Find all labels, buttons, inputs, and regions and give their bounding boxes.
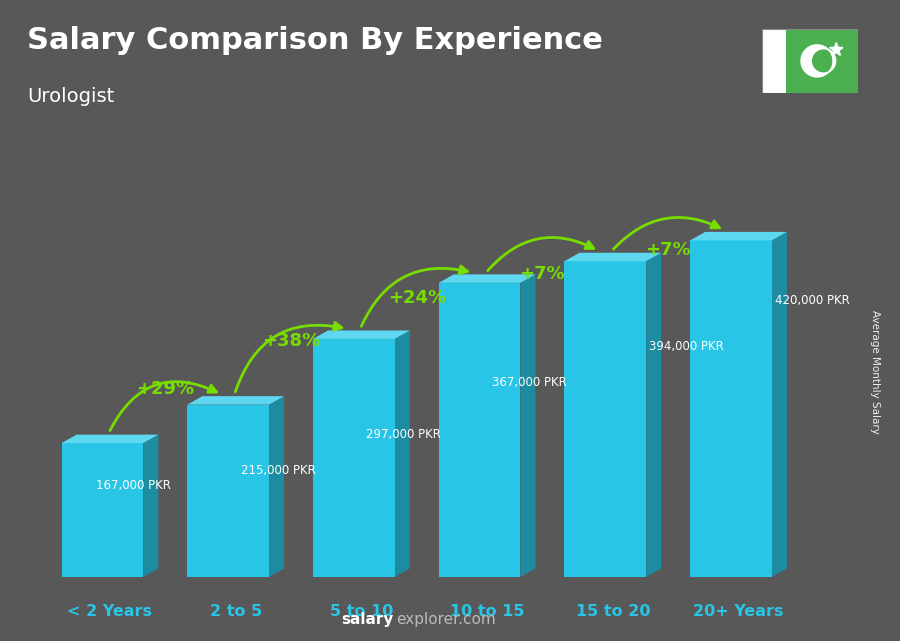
Polygon shape (143, 435, 158, 577)
Bar (61, 443, 143, 577)
Text: 20+ Years: 20+ Years (693, 604, 784, 619)
Bar (313, 339, 395, 577)
Text: 167,000 PKR: 167,000 PKR (96, 479, 171, 492)
Polygon shape (187, 396, 284, 404)
Text: 420,000 PKR: 420,000 PKR (775, 294, 850, 308)
Text: Average Monthly Salary: Average Monthly Salary (869, 310, 880, 434)
Polygon shape (830, 43, 843, 55)
Text: +7%: +7% (645, 241, 691, 259)
Text: 297,000 PKR: 297,000 PKR (366, 428, 441, 440)
Text: Urologist: Urologist (27, 87, 114, 106)
Text: +38%: +38% (262, 332, 320, 350)
Text: 10 to 15: 10 to 15 (450, 604, 525, 619)
Text: salary: salary (341, 612, 393, 627)
Bar (690, 240, 772, 577)
Polygon shape (690, 232, 787, 240)
Text: < 2 Years: < 2 Years (68, 604, 152, 619)
Bar (762, 29, 786, 93)
Text: 5 to 10: 5 to 10 (329, 604, 393, 619)
Polygon shape (564, 253, 662, 262)
Text: +29%: +29% (136, 380, 194, 398)
Polygon shape (520, 274, 536, 577)
Text: +7%: +7% (519, 265, 565, 283)
Text: 367,000 PKR: 367,000 PKR (492, 376, 567, 389)
Text: 394,000 PKR: 394,000 PKR (649, 340, 724, 353)
Polygon shape (395, 331, 410, 577)
Text: 215,000 PKR: 215,000 PKR (240, 463, 316, 477)
Bar (187, 404, 269, 577)
Bar (786, 29, 858, 93)
Text: +24%: +24% (388, 288, 446, 306)
Polygon shape (801, 45, 835, 77)
Polygon shape (61, 435, 158, 443)
Polygon shape (313, 331, 410, 339)
Text: Salary Comparison By Experience: Salary Comparison By Experience (27, 26, 603, 54)
Polygon shape (438, 274, 536, 283)
Polygon shape (646, 253, 662, 577)
Polygon shape (269, 396, 284, 577)
Polygon shape (772, 232, 787, 577)
Bar (564, 262, 646, 577)
Bar (438, 283, 520, 577)
Text: 15 to 20: 15 to 20 (576, 604, 650, 619)
Text: 2 to 5: 2 to 5 (210, 604, 262, 619)
Text: explorer.com: explorer.com (396, 612, 496, 627)
